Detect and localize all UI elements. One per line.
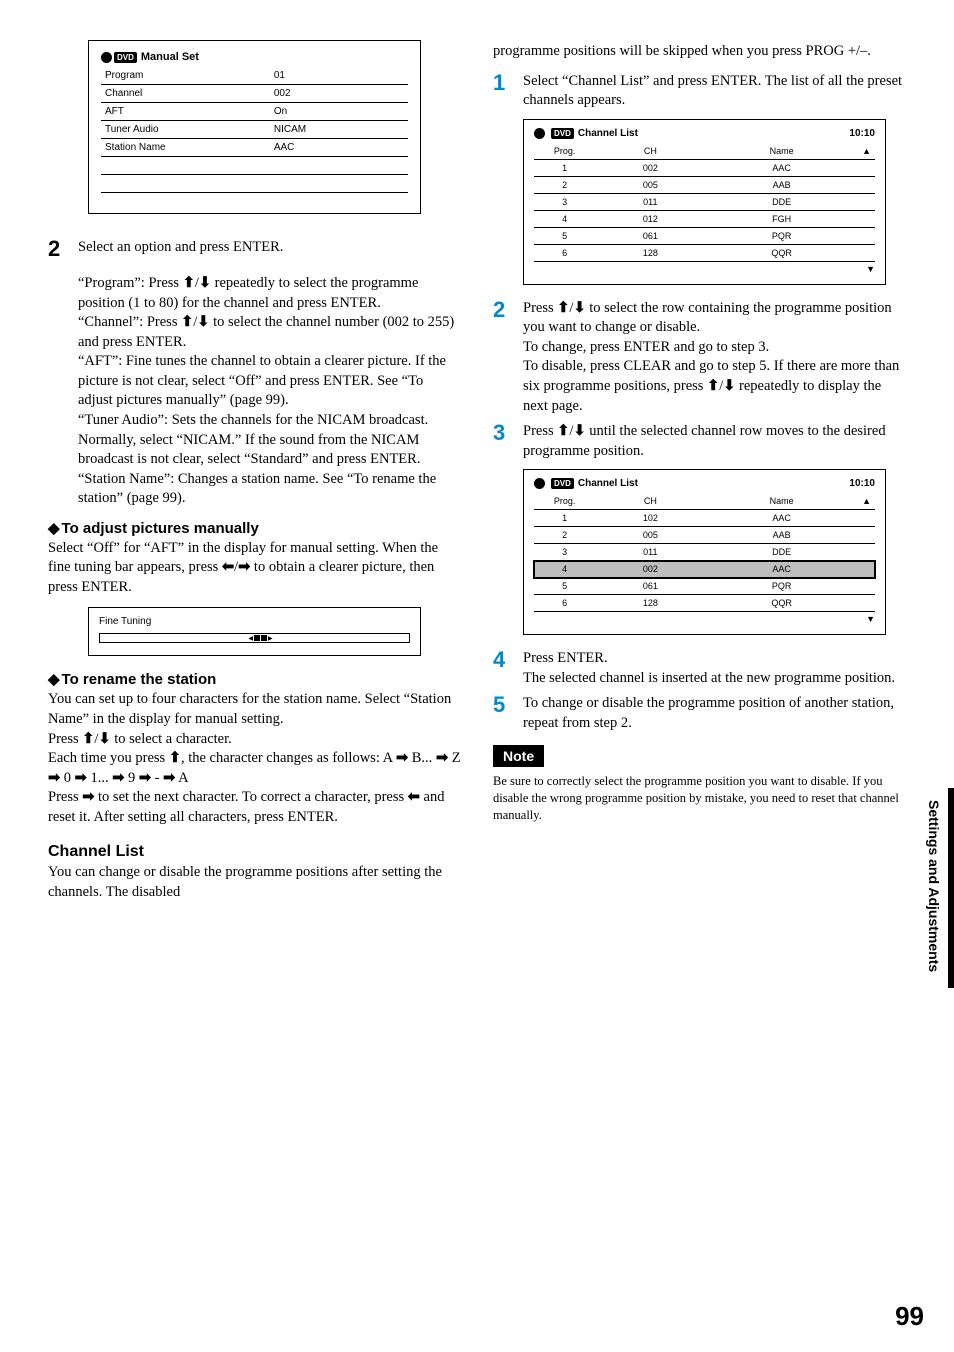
table-row: Program01 [101,67,408,85]
table-row: 4002AAC [534,561,875,578]
col-header: CH [595,493,705,510]
adjust-paragraph: Select “Off” for “AFT” in the display fo… [48,539,461,598]
manual-set-table: Program01Channel002AFTOnTuner AudioNICAM… [101,67,408,193]
row-value: 002 [270,85,408,103]
table-row: 2005AAB [534,527,875,544]
right-column: programme positions will be skipped when… [493,40,906,903]
dvd-icon: DVD [101,52,137,63]
table-row: AFTOn [101,103,408,121]
fine-tuning-panel: Fine Tuning ◀▶ [88,607,421,656]
side-tab-label: Settings and Adjustments [926,800,942,972]
channel-table: Prog.CHName ▲ 1002AAC2005AAB3011DDE4012FGH… [534,143,875,262]
step-text: Press ⬆/⬇ to select the row containing t… [523,299,906,416]
table-row: Tuner AudioNICAM [101,121,408,139]
table-row: 4012FGH [534,210,875,227]
table-row: 6128QQR [534,595,875,612]
note-text: Be sure to correctly select the programm… [493,773,906,824]
step-number: 3 [493,422,523,444]
channel-list-heading: Channel List [48,843,461,861]
step-number: 1 [493,72,523,94]
up-arrow-icon: ▲ [862,496,871,506]
col-header: Prog. [534,143,595,160]
row-label: Station Name [101,139,270,157]
channel-table: Prog.CHName ▲ 1102AAC2005AAB3011DDE4002AAC… [534,493,875,612]
manual-set-title: Manual Set [141,51,199,63]
step-text: Press ENTER.The selected channel is inse… [523,649,906,688]
step-number: 2 [48,238,78,260]
rename-paragraph: You can set up to four characters for th… [48,690,461,827]
page-number: 99 [895,1301,924,1332]
table-row: 1002AAC [534,159,875,176]
side-tab-bar [948,788,954,988]
table-row: 3011DDE [534,193,875,210]
channel-list-panel-2: DVD Channel List10:10Prog.CHName▲1102AAC… [523,469,886,635]
row-value: AAC [270,139,408,157]
row-label: AFT [101,103,270,121]
slider-icon: ◀▶ [248,634,272,642]
step-number: 5 [493,694,523,716]
channel-list-panel-1: DVD Channel List10:10Prog.CHName▲1002AAC… [523,119,886,285]
table-row: 2005AAB [534,176,875,193]
step-number: 2 [493,299,523,321]
row-value: On [270,103,408,121]
col-header: Name [705,493,858,510]
row-label: Program [101,67,270,85]
col-header: Prog. [534,493,595,510]
step-text: Select “Channel List” and press ENTER. T… [523,72,906,111]
channel-list-paragraph: You can change or disable the programme … [48,863,461,902]
step-number: 4 [493,649,523,671]
fine-tuning-label: Fine Tuning [99,616,410,627]
table-row: Station NameAAC [101,139,408,157]
col-header: Name [705,143,858,160]
row-label: Channel [101,85,270,103]
up-arrow-icon: ▲ [862,146,871,156]
fine-tuning-bar: ◀▶ [99,633,410,643]
table-row: 5061PQR [534,578,875,595]
table-row: 3011DDE [534,544,875,561]
options-description: “Program”: Press ⬆/⬇ repeatedly to selec… [78,274,461,509]
step-text: To change or disable the programme posit… [523,694,906,733]
row-value: 01 [270,67,408,85]
table-row [101,175,408,193]
adjust-heading: To adjust pictures manually [48,519,461,537]
col-header: CH [595,143,705,160]
table-row: 6128QQR [534,244,875,261]
table-row: Channel002 [101,85,408,103]
down-arrow-icon: ▼ [866,614,875,624]
left-column: DVD Manual Set Program01Channel002AFTOnT… [48,40,461,903]
row-value: NICAM [270,121,408,139]
step-text: Press ⬆/⬇ until the selected channel row… [523,422,906,461]
continuation-paragraph: programme positions will be skipped when… [493,42,906,62]
table-row [101,157,408,175]
down-arrow-icon: ▼ [866,264,875,274]
note-label: Note [493,745,544,767]
row-label: Tuner Audio [101,121,270,139]
table-row: 1102AAC [534,510,875,527]
table-row: 5061PQR [534,227,875,244]
manual-set-panel: DVD Manual Set Program01Channel002AFTOnT… [88,40,421,214]
rename-heading: To rename the station [48,670,461,688]
step-text: Select an option and press ENTER. [78,238,461,258]
